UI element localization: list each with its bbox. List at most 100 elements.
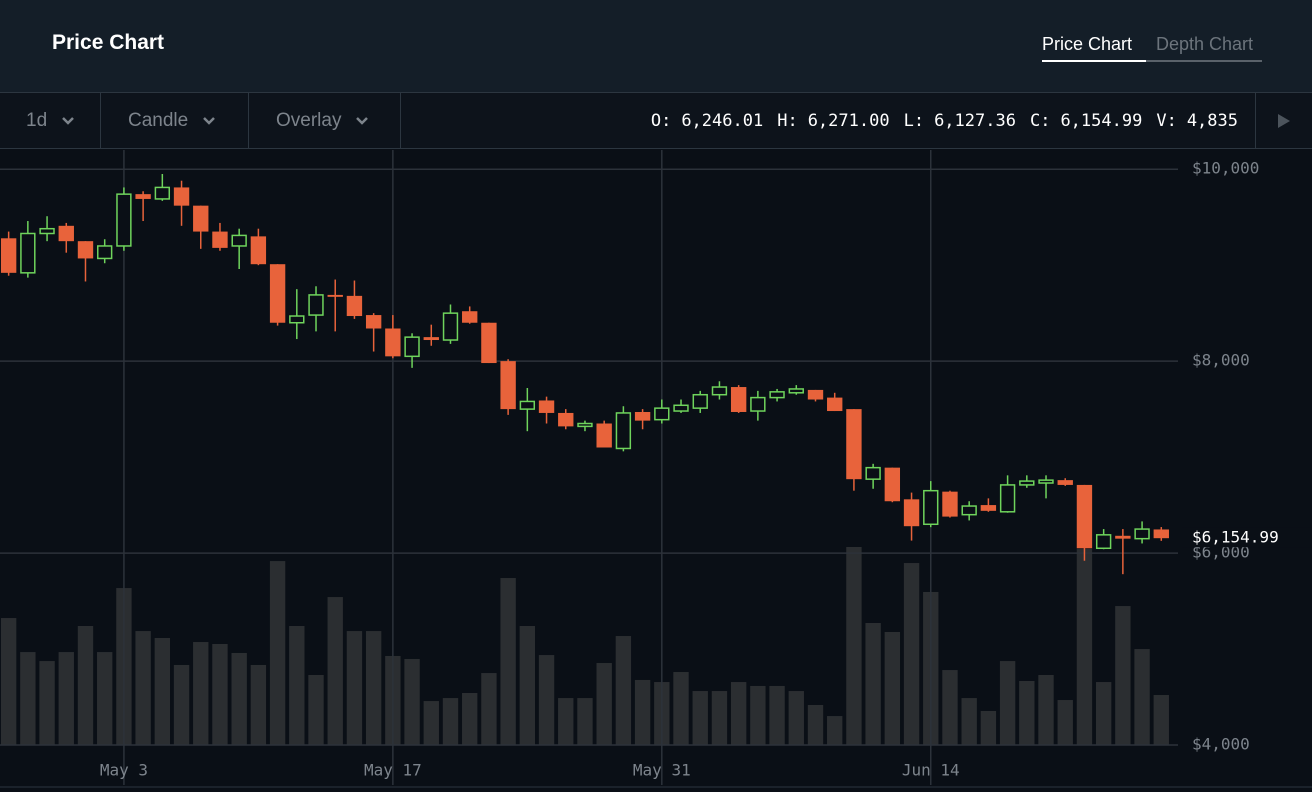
volume-bar	[289, 625, 305, 745]
volume-bar	[884, 631, 901, 745]
readout-value: 6,127.36	[934, 110, 1016, 131]
y-tick-label: $8,000	[1192, 351, 1250, 370]
candle-body	[1076, 484, 1093, 549]
y-tick-label: $10,000	[1192, 159, 1259, 178]
candle-body	[365, 315, 382, 329]
candle-body	[788, 388, 804, 394]
volume-bar	[596, 663, 612, 745]
candle-body	[135, 194, 151, 199]
candle-body	[980, 505, 997, 511]
candle-body	[58, 225, 74, 242]
x-tick-label: May 31	[633, 761, 691, 780]
volume-bar	[481, 673, 497, 745]
candle-body	[212, 231, 228, 248]
candle-body	[961, 505, 977, 516]
candle-body	[1115, 535, 1131, 539]
readout-value: 6,271.00	[807, 110, 890, 131]
volume-bar	[365, 631, 382, 745]
style-dropdown[interactable]: Candle	[101, 93, 249, 148]
volume-bar	[1153, 695, 1169, 745]
y-tick-label: $4,000	[1192, 735, 1250, 754]
volume-bar	[39, 661, 55, 745]
candle-body	[846, 409, 862, 480]
candle-body	[654, 407, 670, 421]
candle-body	[807, 389, 824, 400]
volume-bar	[173, 664, 190, 745]
candle-body	[558, 412, 574, 427]
candle-body	[193, 205, 209, 232]
candle-body	[20, 232, 36, 274]
candle-body	[1038, 479, 1054, 484]
header-title: Price Chart	[52, 31, 165, 54]
candle-body	[231, 234, 247, 247]
candle-body	[173, 187, 190, 206]
candle-body	[596, 423, 612, 448]
x-tick-label: May 17	[364, 761, 422, 780]
volume-bar	[327, 597, 343, 745]
candle-body	[730, 387, 747, 412]
candle-body	[97, 245, 113, 260]
last-price-tag	[1182, 527, 1312, 548]
candle-body	[1095, 534, 1112, 550]
volume-bar	[615, 636, 632, 745]
volume-bar	[250, 664, 267, 745]
readout-value: 6,246.01	[681, 110, 764, 131]
volume-bar	[846, 547, 862, 745]
candle-body	[39, 227, 55, 235]
candle-body	[116, 193, 132, 247]
volume-bar	[538, 655, 555, 745]
candle-body	[0, 238, 17, 273]
readout-label: O:	[650, 110, 672, 131]
y-tick-label: $6,000	[1192, 543, 1250, 562]
volume-bar	[1038, 675, 1054, 745]
interval-dropdown[interactable]: 1d	[0, 93, 101, 148]
tab[interactable]: Price Chart	[1042, 34, 1146, 62]
candle-body	[865, 466, 881, 480]
readout-value: 6,154.99	[1060, 110, 1143, 131]
volume-bar	[97, 652, 113, 745]
candle-body	[673, 404, 689, 412]
x-tick-label: May 3	[100, 761, 148, 780]
volume-bar	[577, 698, 593, 745]
volume-bar	[423, 701, 439, 745]
candle-body	[404, 336, 420, 358]
candle-body	[442, 312, 459, 341]
last-price-label: $6,154.99	[1192, 528, 1279, 547]
volume-bar	[673, 672, 689, 745]
header: Price Chart Price Chart Depth Chart	[0, 0, 1312, 93]
volume-bar	[0, 618, 17, 745]
volume-bar	[1134, 649, 1150, 745]
candle-body	[692, 393, 708, 409]
volume-bar	[827, 716, 843, 745]
readout-value: 4,835	[1186, 110, 1238, 131]
play-button[interactable]	[1255, 93, 1312, 148]
candle-body	[999, 484, 1016, 513]
volume-bar	[20, 652, 36, 745]
volume-bar	[558, 698, 574, 745]
volume-bar	[500, 578, 516, 745]
dropdown-label: Candle	[128, 109, 189, 131]
volume-bar	[346, 631, 363, 745]
volume-bar	[807, 704, 824, 745]
tab[interactable]: Depth Chart	[1146, 34, 1262, 62]
volume-bar	[730, 682, 747, 745]
candle-body	[269, 264, 286, 323]
dropdown-label: Overlay	[276, 109, 342, 131]
candle-body	[462, 311, 478, 323]
volume-bar	[961, 698, 977, 745]
readout-label: V:	[1156, 110, 1177, 131]
volume-bar	[1115, 606, 1131, 745]
candle-body	[385, 328, 401, 357]
volume-bar	[519, 625, 536, 745]
overlay-dropdown[interactable]: Overlay	[249, 93, 401, 148]
volume-bar	[1076, 549, 1093, 745]
candle-body	[615, 412, 632, 450]
volume-bar	[231, 652, 247, 745]
candle-body	[827, 397, 843, 412]
candle-body	[423, 337, 439, 341]
candle-body	[346, 295, 363, 317]
candle-body	[1153, 529, 1169, 539]
volume-bar	[1019, 680, 1035, 745]
